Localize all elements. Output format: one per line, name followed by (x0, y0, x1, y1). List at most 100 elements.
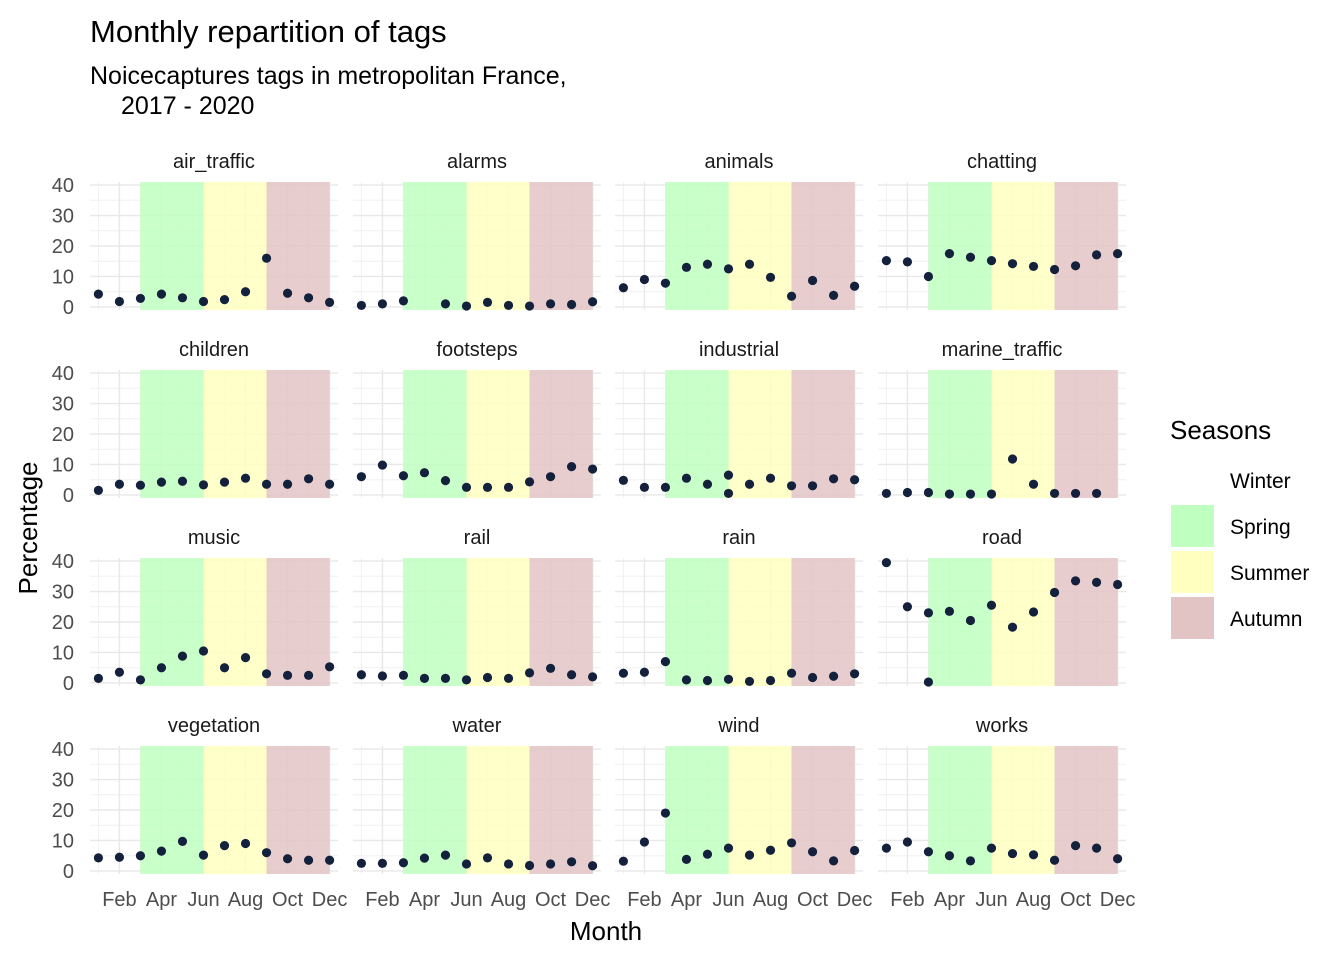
data-point (702, 479, 713, 489)
facet-alarms: alarms (353, 151, 601, 311)
season-band-autumn (1054, 370, 1118, 498)
data-point (828, 856, 839, 866)
data-point (639, 274, 650, 285)
data-point (356, 858, 367, 868)
data-point (849, 845, 860, 856)
season-band-summer (203, 182, 267, 310)
y-tick-label: 30 (52, 206, 74, 228)
chart-subtitle-line-2: 2017 - 2020 (121, 92, 254, 120)
data-point (503, 673, 514, 683)
data-point (419, 853, 430, 863)
season-band-spring (140, 182, 204, 310)
facet-children: children 0 10 20 30 40 (52, 339, 338, 507)
season-band-spring (403, 370, 467, 498)
data-point (303, 855, 314, 865)
x-tick-label: Apr (934, 889, 965, 911)
data-point (660, 808, 671, 818)
data-point (986, 256, 997, 266)
y-tick-label: 40 (52, 175, 74, 197)
x-tick-label: Apr (671, 889, 702, 911)
x-tick-label: Jun (450, 889, 482, 911)
data-point (660, 278, 671, 288)
data-point (135, 480, 146, 490)
facet-label: road (982, 527, 1022, 549)
data-point (566, 857, 577, 867)
facet-label: animals (705, 151, 774, 173)
data-point (219, 841, 230, 851)
data-point (440, 673, 451, 683)
data-point (765, 845, 776, 855)
legend-key-summer (1171, 551, 1214, 593)
y-tick-label: 30 (52, 770, 74, 792)
data-point (198, 850, 209, 860)
y-axis-title: Percentage (13, 462, 43, 595)
y-tick-label: 10 (52, 642, 74, 664)
data-point (324, 855, 335, 865)
season-band-spring (928, 558, 992, 686)
data-point (965, 615, 976, 626)
season-band-autumn (1054, 558, 1118, 686)
data-point (377, 299, 388, 309)
chart-title: Monthly repartition of tags (90, 14, 447, 49)
data-point (461, 301, 472, 311)
x-tick-label: Jun (712, 889, 744, 911)
data-point (324, 479, 335, 489)
data-point (398, 471, 409, 481)
season-band-spring (403, 746, 467, 874)
data-point (1112, 854, 1123, 864)
data-point (702, 259, 713, 269)
data-point (681, 262, 692, 272)
legend-label-summer: Summer (1230, 562, 1309, 585)
data-point (114, 296, 125, 307)
season-band-spring (928, 746, 992, 874)
data-point (702, 675, 713, 686)
data-point (545, 472, 556, 482)
season-band-spring (140, 746, 204, 874)
legend-label-spring: Spring (1230, 516, 1291, 539)
data-point (135, 851, 146, 861)
season-band-autumn (1054, 182, 1118, 310)
data-point (723, 674, 734, 684)
data-point (524, 301, 535, 311)
data-point (419, 468, 430, 478)
facet-label: vegetation (168, 715, 260, 737)
data-point (398, 858, 409, 868)
data-point (282, 288, 293, 298)
data-point (1007, 622, 1018, 632)
data-point (786, 291, 797, 301)
data-point (639, 837, 650, 847)
data-point (1049, 488, 1060, 499)
data-point (923, 677, 934, 687)
season-band-spring (928, 182, 992, 310)
season-band-summer (203, 558, 267, 686)
data-point (156, 846, 167, 856)
x-tick-label: Feb (890, 889, 924, 911)
data-point (177, 476, 188, 486)
data-point (503, 482, 514, 492)
data-point (965, 489, 976, 499)
data-point (156, 663, 167, 673)
x-tick-label: Dec (575, 889, 611, 911)
season-band-spring (403, 182, 467, 310)
season-band-summer (466, 558, 530, 686)
facet-works: works Feb Apr Jun Aug Oct Dec (878, 715, 1135, 911)
season-band-summer (728, 182, 792, 310)
facet-label: music (188, 527, 240, 549)
y-tick-label: 10 (52, 266, 74, 288)
data-point (618, 475, 629, 485)
x-tick-label: Jun (975, 889, 1007, 911)
data-point (440, 850, 451, 860)
data-point (944, 249, 955, 259)
season-band-autumn (1054, 746, 1118, 874)
data-point (135, 293, 146, 304)
facet-air-traffic: air_traffic 0 10 20 30 40 (52, 151, 338, 319)
data-point (1091, 577, 1102, 587)
data-point (198, 646, 209, 656)
data-point (902, 602, 913, 612)
data-point (135, 675, 146, 685)
data-point (986, 489, 997, 499)
season-band-summer (203, 746, 267, 874)
data-point (566, 299, 577, 310)
data-point (114, 667, 125, 677)
